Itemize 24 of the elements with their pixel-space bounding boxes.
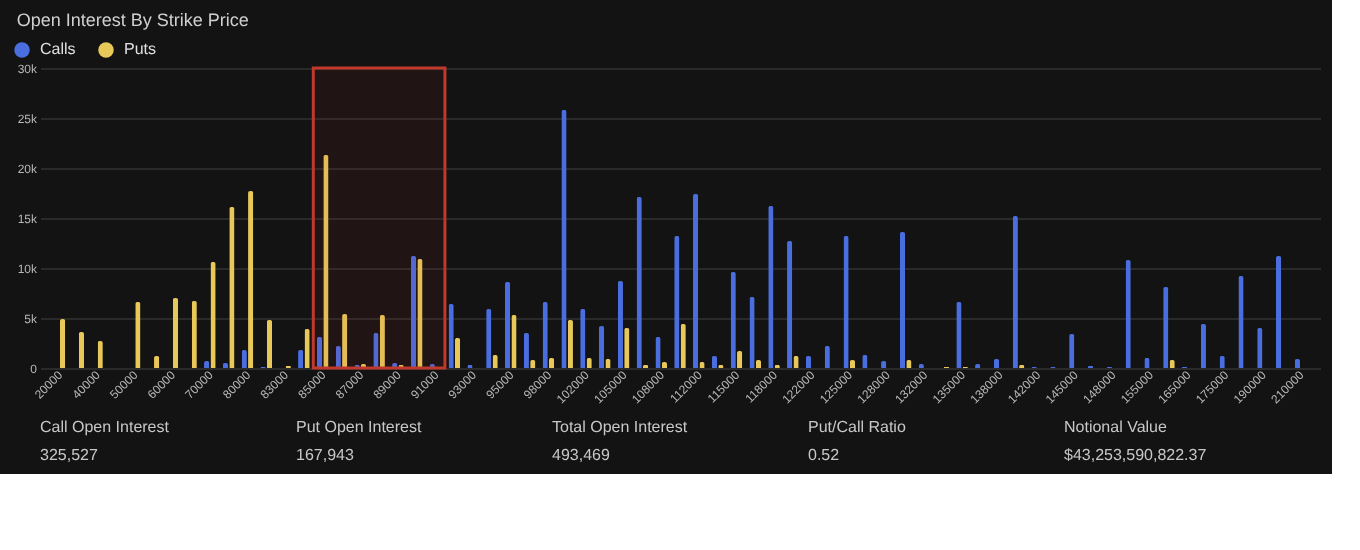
text: $43,253,590,822.37	[1064, 446, 1208, 464]
legend-label: Puts	[124, 40, 157, 58]
text: 0.52	[808, 446, 841, 464]
bar	[504, 282, 511, 368]
bar	[598, 326, 605, 368]
text: Put/Call Ratio	[808, 418, 907, 436]
bar	[78, 332, 85, 368]
text: Notional Value	[1064, 418, 1168, 436]
text: Total Open Interest	[552, 418, 689, 436]
bar	[454, 338, 461, 368]
bar	[410, 256, 417, 368]
legend-label: Calls	[40, 40, 76, 58]
bar	[316, 337, 323, 368]
bar	[266, 320, 273, 368]
bar	[172, 298, 179, 368]
chart-title: Open Interest By Strike Price	[16, 10, 249, 30]
text: 493,469	[552, 446, 611, 464]
bar	[1275, 256, 1282, 368]
bar	[899, 232, 906, 368]
bar	[60, 319, 66, 368]
text: 167,943	[296, 446, 355, 464]
text: Put Open Interest	[296, 418, 423, 436]
text: Call Open Interest	[40, 418, 171, 436]
text: 325,527	[40, 446, 99, 464]
